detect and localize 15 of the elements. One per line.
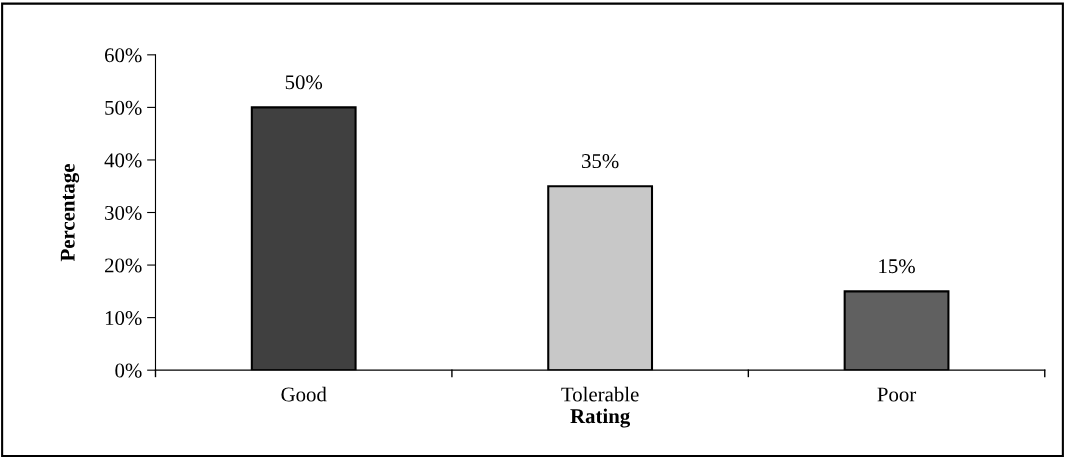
data-label: 35% — [582, 154, 619, 169]
x-tick-label: Poor — [877, 387, 917, 402]
y-tick-label: 60% — [105, 48, 142, 63]
y-tick-label: 0% — [115, 363, 142, 378]
y-axis-title: Percentage — [60, 164, 80, 262]
x-axis-title: Rating — [570, 408, 631, 428]
y-tick-label: 30% — [105, 205, 142, 221]
y-tick-label: 10% — [105, 310, 142, 326]
data-label: 50% — [285, 75, 323, 90]
y-tick-label: 20% — [105, 258, 142, 273]
y-tick-label: 50% — [105, 100, 142, 115]
x-tick-label: Tolerable — [561, 386, 639, 402]
y-tick-label: 40% — [104, 153, 142, 168]
x-tick-label: Good — [281, 386, 327, 402]
data-label: 15% — [879, 259, 915, 274]
